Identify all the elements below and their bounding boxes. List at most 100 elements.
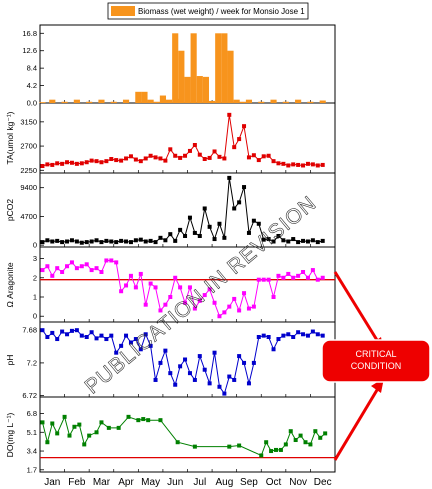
callout-arrow-lower <box>333 384 382 461</box>
bar-biomass-3 <box>73 99 80 103</box>
point-arag-55 <box>310 268 315 273</box>
point-ta-2 <box>50 162 55 167</box>
point-ta-39 <box>232 145 237 150</box>
point-ta-36 <box>217 154 222 159</box>
bar-biomass-12 <box>159 95 166 103</box>
point-ph-57 <box>320 333 325 338</box>
point-arag-5 <box>65 264 70 269</box>
ytick-label-do-3: 6.8 <box>27 409 37 418</box>
bar-biomass-9 <box>141 91 148 103</box>
point-pco2-30 <box>187 215 192 220</box>
point-ta-22 <box>148 153 153 158</box>
bar-biomass-25 <box>233 99 240 103</box>
point-ph-46 <box>266 335 271 339</box>
point-ta-46 <box>266 153 271 158</box>
point-ph-41 <box>242 360 247 365</box>
critical-label-line1: CRITICAL <box>355 349 396 359</box>
point-arag-35 <box>212 300 217 305</box>
point-arag-17 <box>124 283 129 288</box>
point-ta-15 <box>114 158 119 163</box>
month-label-1: Feb <box>68 477 86 488</box>
point-ph-50 <box>286 332 291 337</box>
point-arag-32 <box>197 298 202 303</box>
point-ph-28 <box>178 364 183 369</box>
point-pco2-50 <box>286 239 291 244</box>
point-ta-30 <box>187 148 192 153</box>
point-pco2-42 <box>246 230 251 235</box>
point-ph-37 <box>222 391 227 396</box>
point-arag-8 <box>79 264 84 269</box>
bar-biomass-5 <box>98 99 105 103</box>
point-ta-41 <box>242 124 247 129</box>
point-do-34 <box>313 429 318 434</box>
point-ta-45 <box>261 154 266 159</box>
point-do-32 <box>303 440 308 445</box>
point-do-16 <box>141 417 146 422</box>
point-do-21 <box>227 444 232 449</box>
point-do-24 <box>264 440 269 445</box>
point-do-1 <box>45 440 50 445</box>
point-arag-20 <box>138 271 143 276</box>
point-ta-6 <box>69 160 74 165</box>
bar-biomass-30 <box>282 101 289 103</box>
point-pco2-11 <box>94 238 99 243</box>
point-ta-8 <box>79 161 84 166</box>
point-pco2-22 <box>148 238 153 243</box>
point-arag-10 <box>89 268 94 273</box>
ytick-label-pco2-0: 0 <box>33 241 37 250</box>
point-do-2 <box>50 421 55 426</box>
point-arag-52 <box>296 273 301 278</box>
point-pco2-31 <box>192 230 197 235</box>
point-ph-12 <box>99 333 104 338</box>
point-do-5 <box>67 433 72 438</box>
ylabel-do: DO(mg L⁻¹) <box>5 413 15 458</box>
point-ph-47 <box>271 347 276 352</box>
ytick-label-arag-1: 1 <box>33 293 37 302</box>
point-pco2-57 <box>320 238 325 243</box>
ytick-label-arag-2: 2 <box>33 273 37 282</box>
point-pco2-0 <box>40 240 45 245</box>
point-arag-44 <box>256 277 261 282</box>
point-ta-52 <box>296 162 301 167</box>
series-line-pco2 <box>42 177 323 244</box>
point-ta-13 <box>104 159 109 164</box>
ytick-label-pco2-2: 9400 <box>20 183 37 192</box>
point-ph-14 <box>109 333 114 338</box>
point-ph-51 <box>291 335 296 339</box>
point-ta-32 <box>197 152 202 157</box>
point-arag-36 <box>217 314 222 319</box>
point-pco2-43 <box>251 218 256 223</box>
bar-biomass-0 <box>39 102 46 103</box>
callout-arrow-upper <box>333 271 382 346</box>
ytick-label-pco2-1: 4700 <box>20 212 37 221</box>
bar-biomass-26 <box>239 101 246 103</box>
point-pco2-46 <box>266 237 271 242</box>
point-pco2-5 <box>65 239 70 244</box>
point-pco2-44 <box>256 221 261 226</box>
point-pco2-51 <box>291 237 296 242</box>
point-ph-10 <box>89 330 94 335</box>
point-ph-38 <box>227 374 232 379</box>
point-ph-30 <box>187 371 192 376</box>
ytick-label-ta-1: 2700 <box>20 142 37 151</box>
point-ph-2 <box>50 330 55 335</box>
month-label-4: May <box>141 477 160 488</box>
bar-biomass-18 <box>190 33 197 104</box>
point-pco2-7 <box>74 239 79 244</box>
point-ta-35 <box>212 149 217 154</box>
bar-biomass-27 <box>245 99 253 103</box>
bar-biomass-21 <box>209 100 216 103</box>
point-do-8 <box>82 442 87 447</box>
bar-biomass-14 <box>172 33 179 104</box>
point-ph-45 <box>261 333 266 338</box>
point-pco2-29 <box>183 233 188 238</box>
point-pco2-32 <box>197 233 202 238</box>
point-pco2-8 <box>79 240 84 245</box>
point-arag-54 <box>305 275 310 280</box>
point-arag-26 <box>168 295 173 299</box>
point-do-29 <box>288 429 293 434</box>
point-ph-22 <box>148 343 153 348</box>
ytick-label-ta-2: 3150 <box>20 117 37 126</box>
point-ph-20 <box>138 347 143 352</box>
ytick-label-do-2: 5.1 <box>27 428 37 437</box>
